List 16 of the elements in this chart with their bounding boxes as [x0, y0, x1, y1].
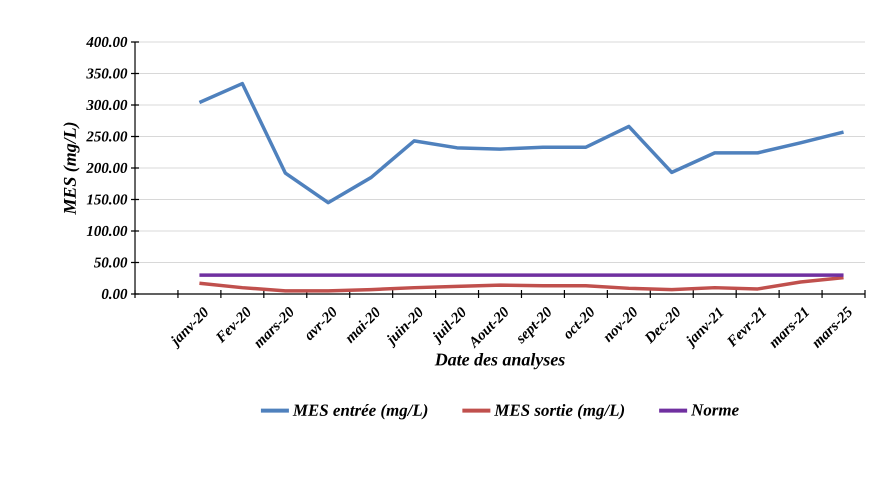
line-series	[198, 82, 846, 204]
y-axis-title: MES (mg/L)	[63, 122, 80, 215]
line-series	[198, 276, 846, 293]
legend-label: Norme	[690, 404, 739, 416]
legend-label: MES entrée (mg/L)	[292, 404, 428, 420]
y-tick-label: 200.00	[86, 162, 128, 174]
legend-label: MES sortie (mg/L)	[494, 404, 624, 420]
y-tick-label: 0.00	[102, 288, 128, 300]
y-tick-label: 400.00	[86, 36, 128, 48]
y-tick-label: 350.00	[86, 68, 128, 79]
y-tick-label: 250.00	[86, 131, 128, 142]
y-tick-label: 100.00	[86, 226, 128, 236]
y-tick-label: 150.00	[86, 194, 128, 205]
y-tick-label: 300.00	[86, 100, 128, 110]
x-axis-title: Date des analyses	[434, 352, 565, 370]
y-tick-label: 50.00	[94, 257, 128, 268]
